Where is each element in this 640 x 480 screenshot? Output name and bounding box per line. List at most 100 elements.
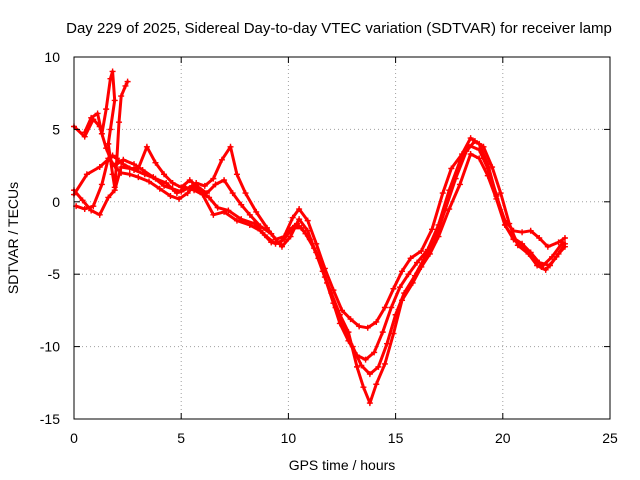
- data-point: [345, 329, 352, 336]
- data-point: [407, 255, 414, 262]
- data-point: [135, 174, 142, 181]
- data-point: [225, 207, 232, 214]
- data-point: [390, 330, 397, 337]
- data-point: [426, 250, 433, 257]
- data-point: [287, 233, 294, 240]
- chart-title: Day 229 of 2025, Sidereal Day-to-day VTE…: [66, 20, 612, 37]
- data-point: [238, 201, 245, 208]
- data-point: [261, 232, 268, 239]
- data-point: [79, 197, 86, 204]
- data-point: [94, 110, 101, 117]
- data-point: [126, 165, 133, 172]
- data-point: [238, 216, 245, 223]
- y-tick-label: 5: [52, 121, 60, 137]
- data-point: [203, 190, 210, 197]
- data-point: [131, 161, 138, 168]
- data-point: [373, 318, 380, 325]
- data-point: [542, 266, 549, 273]
- data-point: [296, 206, 303, 213]
- data-point: [405, 271, 412, 278]
- data-point: [83, 171, 90, 178]
- data-point: [435, 233, 442, 240]
- data-point: [384, 340, 391, 347]
- y-tick-labels: -15 -10 -5 0 5 10: [40, 49, 60, 427]
- data-point: [418, 263, 425, 270]
- data-point: [96, 211, 103, 218]
- data-point: [373, 381, 380, 388]
- plot-frame: [73, 56, 611, 420]
- data-point: [107, 75, 114, 82]
- data-point: [229, 190, 236, 197]
- data-point: [139, 166, 146, 173]
- data-point: [379, 329, 386, 336]
- axis-ticks: [73, 56, 611, 420]
- data-point: [214, 204, 221, 211]
- data-point: [161, 171, 168, 178]
- data-point: [103, 106, 110, 113]
- data-point: [418, 248, 425, 255]
- data-point: [354, 363, 361, 370]
- data-point: [399, 268, 406, 275]
- data-point: [109, 171, 116, 178]
- data-point: [381, 304, 388, 311]
- data-point: [544, 243, 551, 250]
- y-tick-label: 0: [52, 194, 60, 210]
- data-point: [169, 185, 176, 192]
- data-point: [448, 165, 455, 172]
- data-point: [184, 190, 191, 197]
- y-tick-label: 10: [44, 49, 60, 65]
- data-point: [210, 175, 217, 182]
- data-point: [111, 184, 118, 191]
- data-point: [161, 182, 168, 189]
- data-point: [105, 140, 112, 147]
- data-point: [381, 360, 388, 367]
- data-point: [510, 235, 517, 241]
- data-point: [441, 207, 448, 214]
- data-point: [484, 172, 491, 179]
- data-point: [135, 165, 142, 172]
- data-point: [98, 181, 105, 188]
- data-point: [366, 400, 373, 407]
- data-point: [178, 184, 185, 191]
- series-trace-5: [81, 68, 131, 191]
- data-point: [257, 223, 264, 230]
- data-point: [439, 190, 446, 197]
- data-point: [452, 175, 459, 182]
- data-point: [456, 181, 463, 188]
- data-point: [476, 155, 483, 162]
- data-point: [201, 182, 208, 189]
- data-point: [519, 229, 526, 236]
- data-point: [278, 243, 285, 250]
- data-point: [304, 227, 311, 234]
- data-point: [253, 208, 260, 215]
- data-point: [536, 259, 543, 266]
- data-point: [476, 140, 483, 147]
- x-tick-labels: 0 5 10 15 20 25: [70, 430, 618, 446]
- data-point: [399, 297, 406, 304]
- data-point: [347, 316, 354, 323]
- data-point: [467, 151, 474, 158]
- data-point: [81, 129, 88, 136]
- x-tick-label: 5: [177, 430, 185, 446]
- data-point: [113, 155, 120, 162]
- data-point: [484, 161, 491, 168]
- data-point: [356, 323, 363, 330]
- data-point: [362, 356, 369, 363]
- data-point: [358, 362, 365, 369]
- data-point: [186, 177, 193, 184]
- data-point: [409, 279, 416, 286]
- data-point: [514, 242, 521, 249]
- data-point: [519, 240, 526, 247]
- data-point: [221, 177, 228, 184]
- data-point: [268, 230, 275, 237]
- data-point: [336, 311, 343, 318]
- data-point: [126, 171, 133, 178]
- data-point: [289, 214, 296, 221]
- data-point: [96, 164, 103, 171]
- data-point: [176, 195, 183, 202]
- data-point: [107, 126, 114, 133]
- data-point: [88, 207, 95, 214]
- data-point: [88, 114, 95, 121]
- grid-lines: [74, 57, 610, 419]
- data-point: [371, 349, 378, 356]
